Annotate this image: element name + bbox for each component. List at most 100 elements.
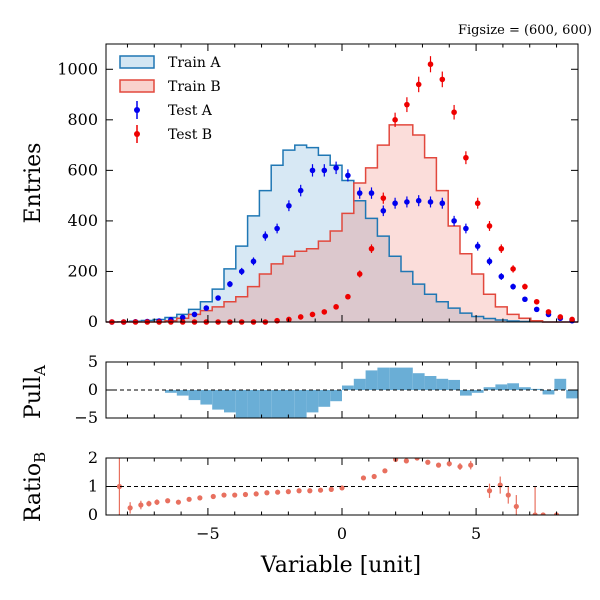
x-axis-label: Variable [unit]: [260, 553, 421, 578]
pull-bar: [377, 367, 390, 390]
pull-bar: [318, 390, 331, 407]
pull-bar: [259, 390, 272, 418]
test-a-point: [474, 243, 481, 249]
pull-bar: [200, 390, 213, 405]
ratio-point: [532, 512, 538, 515]
test-a-point: [250, 258, 257, 265]
pull-bar: [212, 390, 224, 410]
ratio-point: [505, 492, 511, 498]
ratio-xtick-label: 0: [337, 524, 347, 543]
test-a-point: [392, 200, 398, 207]
main-y-axis-label: Entries: [21, 143, 46, 224]
pull-bar: [436, 378, 449, 390]
ratio-xtick-label: 5: [471, 524, 481, 543]
ratio-point: [414, 458, 420, 461]
test-a-point: [463, 225, 469, 232]
pull-bar: [566, 390, 578, 399]
ratio-point: [285, 489, 291, 495]
test-a-point: [415, 197, 422, 204]
pull-bar: [554, 378, 567, 390]
ratio-y-axis-label-sub: B: [31, 452, 49, 463]
ratio-point: [127, 505, 133, 511]
ratio-point: [154, 499, 160, 505]
ratio-y-axis-label: RatioB: [21, 452, 49, 522]
legend-label: Train B: [168, 79, 221, 95]
main-ytick-label: 400: [67, 211, 98, 230]
test-b-point: [533, 298, 540, 305]
overlap-fill: [106, 200, 578, 322]
pull-ytick-label: 0: [88, 380, 98, 399]
ratio-point: [328, 486, 334, 492]
test-a-point: [333, 165, 339, 171]
ratio-point: [317, 487, 324, 493]
test-b-point: [451, 109, 457, 116]
pull-ytick-label: −5: [74, 408, 98, 427]
ratio-ytick-label: 0: [88, 505, 98, 524]
ratio-y-axis-label-main: Ratio: [21, 463, 46, 522]
pull-bar: [342, 385, 354, 390]
pull-y-axis-label-sub: A: [31, 365, 49, 377]
pull-bar: [188, 390, 201, 401]
legend: Train A Train B Test A Test B: [119, 55, 221, 143]
ratio-point: [382, 468, 388, 474]
pull-y-axis-label-main: Pull: [21, 376, 46, 419]
test-b-point: [286, 316, 292, 323]
ratio-point: [232, 492, 238, 498]
test-a-point: [215, 295, 221, 301]
ratio-point: [540, 512, 546, 515]
ratio-point: [116, 483, 123, 490]
test-a-point: [274, 225, 280, 232]
test-b-point: [569, 316, 575, 323]
test-a-point: [262, 233, 269, 239]
main-ytick-label: 600: [67, 160, 98, 179]
test-a-point: [427, 199, 434, 205]
ratio-point: [513, 503, 519, 510]
test-b-point: [415, 81, 422, 88]
ratio-point: [138, 502, 144, 508]
legend-swatch-train-b: [119, 79, 155, 93]
test-b-point: [427, 61, 434, 68]
test-b-point: [463, 154, 469, 161]
test-b-point: [345, 293, 351, 300]
test-b-point: [522, 283, 528, 290]
legend-label: Test A: [168, 103, 213, 119]
main-ytick-label: 800: [67, 110, 98, 129]
test-a-point: [227, 281, 233, 287]
pull-bar: [271, 390, 283, 418]
test-b-point: [404, 101, 410, 108]
ratio-point: [242, 491, 249, 498]
pull-bar: [530, 388, 543, 390]
pull-bar: [401, 367, 413, 390]
ratio-point: [425, 459, 431, 465]
test-b-point: [557, 314, 564, 320]
ratio-point: [457, 463, 463, 470]
test-b-point: [333, 304, 339, 310]
ratio-points: [116, 458, 560, 515]
figsize-label: Figsize = (600, 600): [458, 23, 592, 38]
ratio-point: [307, 488, 313, 494]
test-b-point: [486, 223, 493, 229]
pull-bar: [495, 384, 508, 390]
legend-marker-test-b: [134, 131, 140, 137]
test-a-point: [451, 218, 457, 224]
ratio-point: [186, 496, 192, 502]
pull-bar: [519, 387, 531, 390]
pull-bar: [448, 379, 460, 390]
main-ytick-label: 200: [67, 261, 98, 280]
test-a-point: [297, 187, 304, 194]
pull-bar: [389, 367, 401, 390]
ratio-xtick-label: −5: [196, 524, 220, 543]
ratio-point: [221, 492, 227, 498]
test-a-point: [404, 199, 410, 205]
ratio-point: [146, 501, 152, 507]
ratio-ytick-label: 2: [88, 448, 98, 467]
pull-bar: [165, 390, 177, 393]
pull-bar: [176, 390, 189, 396]
test-b-point: [380, 195, 387, 201]
test-b-point: [510, 266, 516, 272]
ratio-point: [165, 498, 171, 504]
pull-bar: [224, 390, 236, 413]
test-b-point: [392, 117, 398, 123]
test-a-point: [439, 200, 446, 207]
pull-bar: [283, 390, 295, 418]
